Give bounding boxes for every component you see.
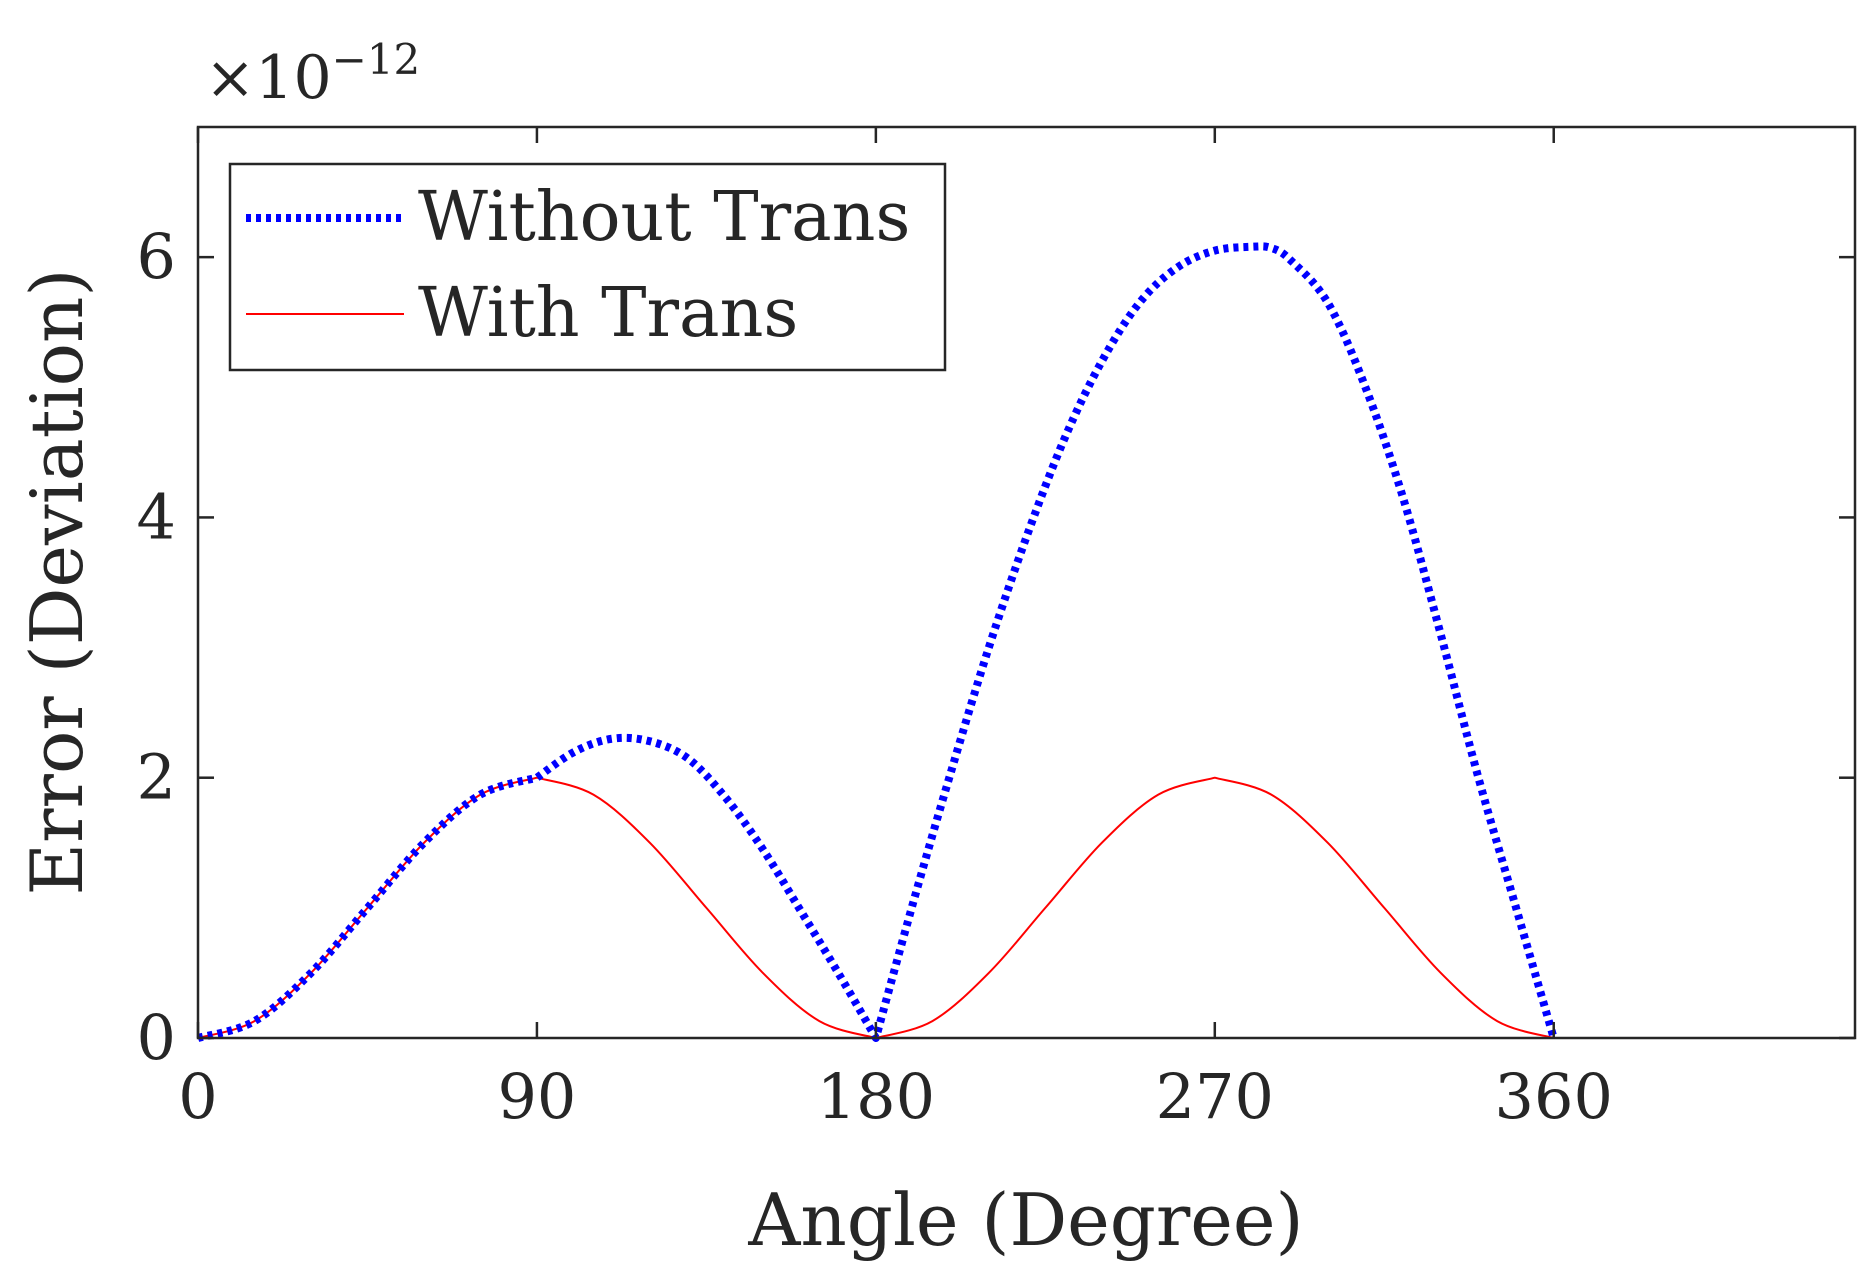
series-line-without-trans (196, 242, 1558, 1042)
y-tick-label: 6 (137, 220, 176, 293)
ticks-layer: 0 90 180 270 360 0 2 4 6 (137, 127, 1855, 1133)
plot-frame (196, 125, 1857, 1040)
exponent-base: ×10 (205, 43, 332, 113)
y-tick-label: 4 (137, 480, 176, 553)
x-tick-label: 360 (1495, 1060, 1613, 1133)
y-tick-label: 2 (137, 741, 176, 814)
x-tick-label: 270 (1156, 1060, 1274, 1133)
x-tick-label: 0 (178, 1060, 217, 1133)
x-tick-label: 180 (817, 1060, 935, 1133)
y-axis-label: Error (Deviation) (15, 269, 99, 896)
y-tick-label: 0 (137, 1001, 176, 1074)
legend-label-with-trans: With Trans (418, 274, 798, 353)
legend: Without Trans With Trans (228, 162, 947, 372)
x-axis-label: Angle (Degree) (747, 1178, 1303, 1262)
exponent-power: −12 (332, 35, 421, 84)
legend-box (228, 162, 947, 372)
x-tick-label: 90 (497, 1060, 576, 1133)
exponent-label: ×10−12 (205, 35, 420, 113)
legend-label-without-trans: Without Trans (418, 178, 910, 257)
